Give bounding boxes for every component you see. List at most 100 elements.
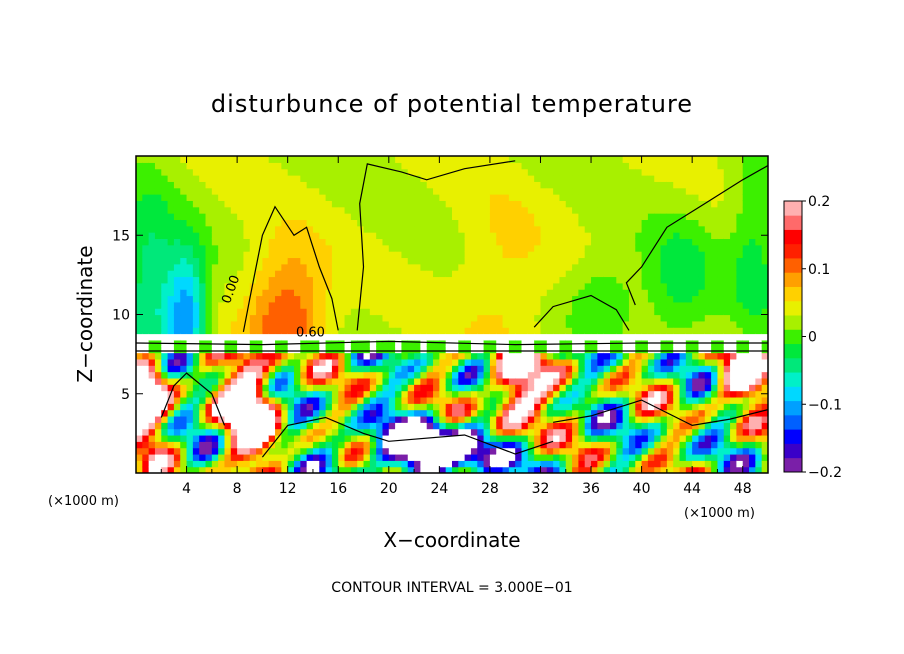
heatmap-cell (382, 263, 390, 271)
heatmap-cell (363, 377, 371, 385)
heatmap-cell (281, 225, 289, 233)
heatmap-cell (319, 409, 327, 417)
heatmap-cell (420, 156, 428, 163)
heatmap-cell (641, 175, 649, 182)
heatmap-cell (357, 263, 365, 271)
heatmap-cell (597, 403, 605, 411)
heatmap-cell (414, 447, 421, 455)
heatmap-cell (199, 238, 207, 246)
heatmap-cell (180, 377, 188, 385)
heatmap-cell (508, 213, 516, 220)
heatmap-cell (597, 434, 605, 442)
heatmap-cell (414, 409, 421, 417)
heatmap-cell (439, 396, 447, 404)
heatmap-cell (312, 327, 320, 335)
heatmap-cell (407, 308, 415, 316)
heatmap-cell (704, 181, 712, 189)
heatmap-cell (470, 282, 478, 290)
heatmap-cell (749, 156, 756, 163)
heatmap-cell (470, 453, 478, 461)
heatmap-cell (489, 396, 497, 404)
heatmap-cell (534, 390, 542, 398)
heatmap-cell (736, 156, 744, 163)
heatmap-cell (275, 453, 282, 461)
heatmap-cell (167, 232, 175, 240)
heatmap-cell (641, 244, 649, 252)
heatmap-cell (344, 200, 352, 208)
heatmap-cell (534, 308, 542, 316)
heatmap-cell (755, 168, 763, 176)
heatmap-cell (717, 257, 725, 265)
heatmap-cell (515, 206, 523, 214)
heatmap-cell (369, 384, 377, 392)
heatmap-cell (603, 175, 611, 182)
heatmap-cell (685, 289, 693, 297)
heatmap-cell (553, 263, 561, 271)
heatmap-cell (180, 466, 188, 473)
heatmap-cell (180, 187, 188, 195)
heatmap-cell (350, 200, 358, 208)
heatmap-cell (218, 156, 226, 163)
heatmap-cell (186, 384, 194, 392)
heatmap-cell (167, 466, 175, 473)
heatmap-cell (527, 263, 535, 271)
heatmap-cell (502, 251, 510, 259)
heatmap-cell (433, 168, 440, 176)
heatmap-cell (268, 434, 276, 442)
heatmap-cell (622, 244, 630, 252)
heatmap-cell (249, 434, 257, 442)
heatmap-cell (192, 346, 200, 354)
heatmap-cell (527, 415, 535, 423)
heatmap-cell (439, 415, 447, 423)
heatmap-cell (521, 270, 529, 278)
heatmap-cell (369, 415, 377, 423)
heatmap-cell (584, 358, 592, 366)
heatmap-cell (388, 175, 396, 182)
heatmap-cell (445, 422, 453, 430)
heatmap-cell (376, 460, 384, 468)
heatmap-cell (382, 206, 390, 214)
heatmap-cell (395, 377, 403, 385)
heatmap-cell (325, 232, 333, 240)
heatmap-cell (338, 276, 346, 284)
heatmap-cell (616, 441, 624, 449)
heatmap-cell (572, 415, 579, 423)
heatmap-cell (654, 384, 662, 392)
heatmap-cell (224, 346, 232, 354)
heatmap-cell (603, 295, 611, 303)
heatmap-cell (578, 213, 586, 220)
heatmap-cell (136, 466, 143, 473)
heatmap-cell (559, 396, 567, 404)
heatmap-cell (211, 447, 219, 455)
heatmap-cell (458, 238, 466, 246)
heatmap-cell (666, 377, 674, 385)
heatmap-cell (470, 200, 478, 208)
heatmap-cell (350, 194, 358, 201)
heatmap-cell (559, 409, 567, 417)
heatmap-cell (616, 238, 624, 246)
heatmap-cell (742, 371, 750, 379)
heatmap-cell (426, 441, 434, 449)
heatmap-cell (654, 377, 662, 385)
heatmap-cell (237, 339, 245, 347)
heatmap-cell (136, 434, 143, 442)
heatmap-cell (698, 320, 706, 328)
heatmap-cell (230, 415, 238, 423)
heatmap-cell (186, 466, 194, 473)
heatmap-cell (407, 365, 415, 373)
heatmap-cell (647, 352, 655, 360)
heatmap-cell (546, 194, 554, 201)
heatmap-cell (407, 314, 415, 322)
heatmap-cell (357, 339, 365, 347)
heatmap-cell (243, 453, 251, 461)
heatmap-cell (534, 206, 542, 214)
heatmap-cell (211, 415, 219, 423)
heatmap-cell (433, 441, 440, 449)
heatmap-cell (679, 308, 687, 316)
heatmap-cell (584, 352, 592, 360)
heatmap-cell (294, 371, 301, 379)
heatmap-cell (154, 263, 162, 271)
heatmap-cell (515, 200, 523, 208)
heatmap-cell (673, 187, 681, 195)
heatmap-cell (357, 276, 365, 284)
